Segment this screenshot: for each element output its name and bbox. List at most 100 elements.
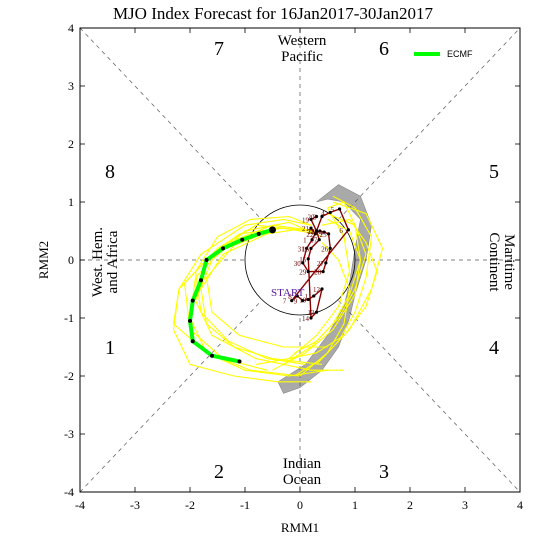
observed-point	[312, 294, 316, 298]
y-tick-label: -2	[64, 369, 74, 383]
phase-label-3: 3	[379, 461, 389, 483]
observed-point	[320, 214, 324, 219]
observed-day-label: 20	[308, 214, 316, 222]
observed-day-label: 21	[302, 225, 310, 233]
observed-point	[318, 229, 322, 233]
observed-point	[309, 246, 313, 250]
y-tick-label: -4	[64, 485, 74, 499]
observed-day-label: 14	[302, 315, 310, 323]
region-left-line2: and Africa	[105, 230, 121, 293]
observed-point	[328, 210, 332, 215]
observed-point	[290, 299, 294, 303]
diagonal-guide	[79, 300, 262, 493]
observed-day-label: 15	[299, 256, 307, 264]
mean-forecast-point	[199, 278, 203, 283]
observed-day-label: 3	[313, 214, 317, 222]
y-tick-label: 1	[68, 195, 74, 209]
diagonal-guide	[338, 27, 521, 220]
observed-day-label: 25	[320, 231, 328, 239]
region-left-line1: West. Hem.	[90, 227, 106, 297]
observed-day-label: 17	[310, 237, 318, 245]
observed-day-label: 27	[317, 260, 325, 268]
ensemble-track	[200, 227, 323, 365]
observed-point	[346, 228, 350, 232]
x-tick-label: -2	[185, 498, 195, 512]
observed-day-label: 2	[308, 228, 312, 236]
phase-label-5: 5	[489, 161, 499, 183]
x-tick-label: 0	[297, 498, 303, 512]
unit-circle	[244, 204, 356, 316]
observed-day-label: 13	[308, 309, 316, 317]
observed-point	[317, 238, 321, 242]
observed-point	[322, 230, 326, 234]
observed-point	[314, 310, 319, 314]
start-label: START	[271, 287, 305, 299]
ensemble-track	[172, 227, 328, 377]
x-tick-label: 4	[517, 498, 523, 512]
mean-forecast-point	[210, 353, 214, 358]
mean-forecast-point	[190, 339, 195, 344]
observed-day-label: 4	[321, 209, 325, 217]
phase-label-4: 4	[489, 337, 499, 359]
y-tick-label: -1	[64, 311, 74, 325]
x-axis-label: RMM1	[281, 520, 319, 535]
x-tick-label: -1	[240, 498, 250, 512]
observed-day-label: 8	[288, 293, 292, 301]
observed-day-label: 23	[311, 228, 319, 236]
observed-point	[301, 261, 305, 265]
observed-day-label: 7	[283, 298, 287, 306]
legend-label: ECMF	[447, 49, 473, 59]
ensemble-track	[294, 213, 367, 354]
region-right-line2: Continent	[486, 232, 502, 292]
observed-day-label: 11	[305, 293, 312, 301]
region-right-line1: Maritime	[501, 234, 517, 290]
mean-forecast-point	[256, 231, 261, 236]
observed-day-label: 12	[313, 286, 321, 294]
observed-point	[313, 232, 317, 236]
observed-point	[321, 270, 325, 274]
observed-point	[314, 214, 319, 219]
x-tick-label: 1	[352, 498, 358, 512]
y-tick-label: 2	[68, 137, 74, 151]
observed-day-label: 16	[302, 245, 310, 253]
mean-layer	[188, 226, 276, 364]
observed-day-label: 28	[314, 269, 322, 277]
phase-label-2: 2	[214, 461, 224, 483]
ensemble-layer	[172, 195, 384, 383]
observed-point	[310, 238, 314, 242]
region-bottom-line2: Ocean	[283, 472, 322, 488]
phase-label-1: 1	[105, 337, 115, 359]
observed-point	[324, 261, 328, 265]
observed-point	[327, 232, 331, 236]
y-tick-label: 0	[68, 253, 74, 267]
observed-day-label: 6	[339, 227, 343, 235]
observed-point	[306, 257, 310, 261]
guide-layer	[79, 27, 521, 493]
diagonal-guide	[338, 300, 521, 493]
x-tick-label: 2	[407, 498, 413, 512]
y-tick-label: 3	[68, 79, 74, 93]
mean-forecast-point	[269, 226, 276, 234]
observed-day-label: 31	[298, 245, 306, 253]
ensemble-track	[194, 221, 344, 371]
x-tick-label: 3	[462, 498, 468, 512]
observed-day-label: 24	[315, 229, 323, 237]
observed-day-label: 18	[308, 228, 316, 236]
observed-point	[314, 229, 319, 233]
mean-forecast-point	[221, 246, 225, 251]
observed-point	[295, 294, 299, 298]
observed-day-label: 5	[331, 206, 335, 214]
observed-day-label: 22	[306, 231, 314, 239]
mean-forecast-point	[204, 258, 209, 262]
observed-day-label: 9	[294, 298, 298, 306]
observed-point	[328, 246, 332, 250]
x-tick-label: -4	[75, 498, 85, 512]
observed-day-label: 19	[302, 216, 310, 224]
observed-day-label: 30	[294, 260, 302, 268]
y-tick-label: -3	[64, 427, 74, 441]
diagonal-guide	[79, 27, 262, 220]
observed-point	[301, 299, 305, 303]
ensemble-track	[283, 201, 362, 365]
